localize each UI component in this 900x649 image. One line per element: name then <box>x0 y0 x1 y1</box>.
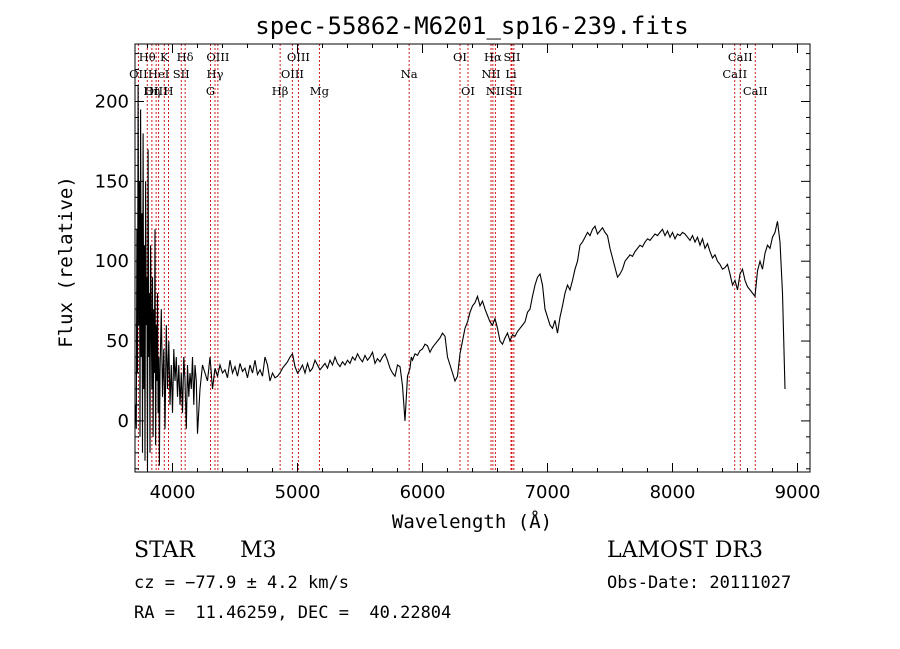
line-label: OI <box>453 50 467 64</box>
line-label: Hη <box>143 84 160 98</box>
survey-name: LAMOST DR3 <box>607 538 763 563</box>
redshift-value: cz = −77.9 ± 4.2 km/s <box>134 573 349 593</box>
line-labels: Hθ OII OIII K HeI Hη H Hδ SII OIII Hγ G OIII OIII Hβ Mg… <box>129 50 768 98</box>
object-class: STAR <box>134 538 195 563</box>
line-label: H <box>163 84 173 98</box>
object-subclass: M3 <box>240 538 277 563</box>
y-axis-label: Flux (relative) <box>55 176 77 348</box>
line-label: G <box>206 84 215 98</box>
line-label: CaII <box>743 84 768 98</box>
x-axis-label: Wavelength (Å) <box>392 510 552 533</box>
x-tick-label: 5000 <box>275 482 321 503</box>
line-label: NII <box>481 67 500 81</box>
line-label: Hθ <box>139 50 156 64</box>
y-tick-label: 50 <box>106 331 129 352</box>
line-label: OIII <box>206 50 229 64</box>
line-label: Hγ <box>207 67 224 81</box>
line-label: Hα <box>484 50 502 64</box>
line-markers <box>137 44 756 472</box>
line-label: OIII <box>281 67 304 81</box>
line-label: Li <box>505 67 517 81</box>
y-tick-label: 100 <box>95 251 129 272</box>
line-label: CaII <box>722 67 747 81</box>
observation-date: Obs-Date: 20111027 <box>607 573 792 593</box>
line-label: Hβ <box>272 84 289 98</box>
line-label: OI <box>461 84 475 98</box>
x-tick-label: 6000 <box>400 482 446 503</box>
spectrum-line <box>134 85 786 469</box>
x-tick-label: 4000 <box>150 482 196 503</box>
coordinates: RA = 11.46259, DEC = 40.22804 <box>134 603 452 623</box>
line-label: SII <box>504 50 521 64</box>
line-label: Na <box>401 67 418 81</box>
y-tick-label: 200 <box>95 91 129 112</box>
line-label: OIII <box>145 84 168 98</box>
chart-title: spec-55862-M6201_sp16-239.fits <box>255 12 688 40</box>
plot-frame <box>134 43 811 473</box>
x-tick-label: 7000 <box>525 482 571 503</box>
line-label: K <box>160 50 169 64</box>
line-label: SII <box>173 67 190 81</box>
y-tick-label: 0 <box>118 411 129 432</box>
line-label: Hδ <box>177 50 194 64</box>
x-tick-label: 9000 <box>775 482 821 503</box>
line-label: OII <box>129 67 148 81</box>
line-label: SII <box>505 84 522 98</box>
x-axis: 4000 5000 6000 7000 8000 9000 <box>147 44 821 503</box>
y-tick-label: 150 <box>95 171 129 192</box>
line-label: Mg <box>310 84 330 98</box>
line-label: NII <box>486 84 505 98</box>
line-label: HeI <box>148 67 169 81</box>
x-tick-label: 8000 <box>650 482 696 503</box>
line-label: CaII <box>728 50 753 64</box>
line-label: OIII <box>287 50 310 64</box>
y-axis: 0 50 100 150 200 <box>95 53 810 470</box>
